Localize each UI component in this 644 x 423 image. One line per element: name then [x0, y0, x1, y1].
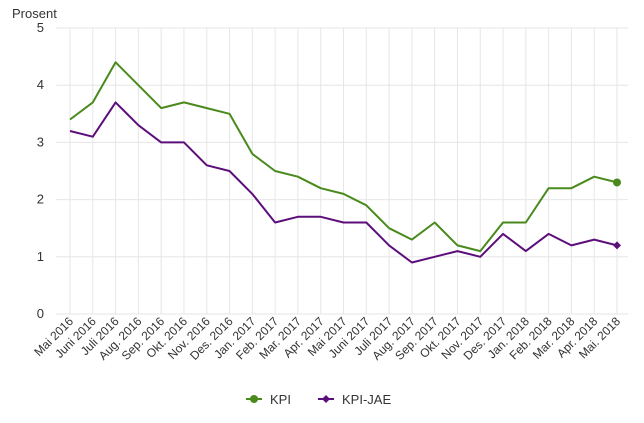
series-kpi [69, 61, 621, 253]
data-point[interactable] [613, 241, 621, 250]
legend-item[interactable]: KPI-JAE [318, 392, 391, 407]
series-layer [69, 61, 621, 264]
y-axis-label: Prosent [12, 6, 57, 21]
y-tick-label: 4 [37, 77, 44, 92]
series-kpi-jae [69, 101, 621, 264]
legend[interactable]: KPI KPI-JAE [246, 392, 391, 407]
legend-diamond-icon [322, 395, 330, 403]
legend-circle-icon [250, 395, 258, 403]
y-tick-label: 0 [37, 306, 44, 321]
series-line [69, 101, 618, 264]
grid [56, 27, 628, 315]
y-tick-label: 3 [37, 134, 44, 149]
legend-label: KPI [270, 392, 291, 407]
y-tick-label: 1 [37, 249, 44, 264]
y-tick-label: 2 [37, 192, 44, 207]
y-axis: Prosent 0 1 2 3 4 5 [12, 6, 57, 321]
legend-item[interactable]: KPI [246, 392, 291, 407]
y-tick-label: 5 [37, 20, 44, 35]
series-line [69, 61, 618, 253]
legend-label: KPI-JAE [342, 392, 391, 407]
data-point[interactable] [613, 178, 621, 187]
